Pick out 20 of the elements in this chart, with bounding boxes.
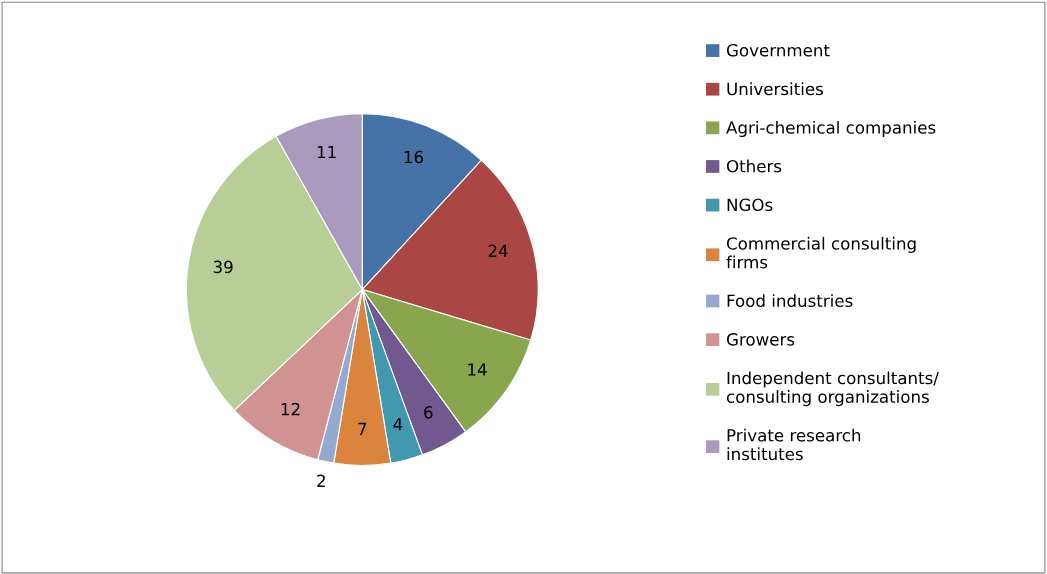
data-label: 4 (393, 418, 403, 431)
legend-label: Others (726, 159, 782, 173)
data-label: 11 (317, 145, 336, 159)
legend-label: Commercial consulting firms (726, 236, 916, 269)
data-label: 39 (213, 260, 233, 274)
legend-label: Private research institutes (727, 428, 861, 461)
data-label: 2 (317, 474, 325, 487)
legend-label: Universities (727, 82, 823, 96)
legend-label: Food industries (727, 294, 853, 308)
data-label: 6 (424, 406, 433, 419)
legend-label: Growers (726, 333, 795, 346)
data-label: 24 (488, 244, 508, 257)
legend-label: Agri-chemical companies (726, 120, 936, 138)
data-label: 14 (468, 363, 487, 376)
legend-label: Government (726, 43, 830, 57)
legend-label: NGOs (727, 198, 773, 212)
legend-label: Independent consultants/ consulting organizations (726, 371, 939, 407)
data-label: 7 (358, 422, 367, 435)
data-label: 12 (281, 402, 300, 416)
data-label: 16 (404, 150, 424, 164)
